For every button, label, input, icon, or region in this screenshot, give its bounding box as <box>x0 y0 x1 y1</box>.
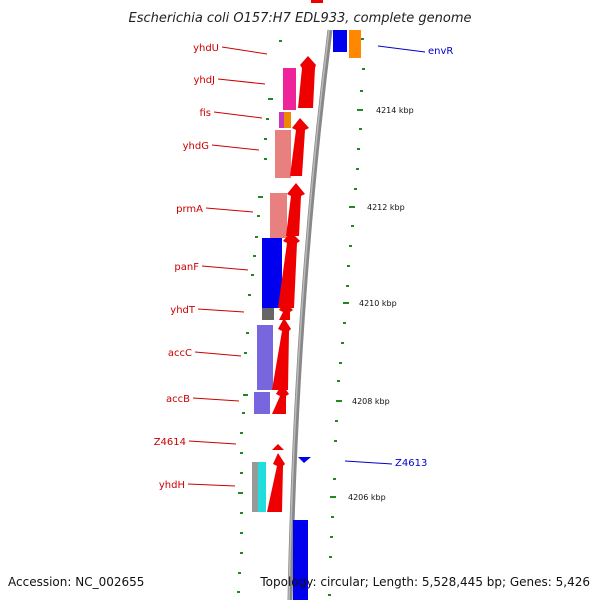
right-leader-lines <box>344 45 426 465</box>
tick-label-4212: 4212 kbp <box>367 203 405 212</box>
genome-summary-text: Topology: circular; Length: 5,528,445 bp… <box>260 575 590 589</box>
left-leader-lines <box>187 46 268 487</box>
tick-label-4214: 4214 kbp <box>376 106 414 115</box>
gene-label-yhdG[interactable]: yhdG <box>183 141 209 152</box>
backbone-highlight <box>288 29 330 600</box>
gene-label-yhdH[interactable]: yhdH <box>159 480 185 491</box>
gene-label-yhdT[interactable]: yhdT <box>170 305 196 316</box>
genome-backbone <box>287 29 333 600</box>
gene-label-accC[interactable]: accC <box>168 348 192 359</box>
gene-label-yhdU[interactable]: yhdU <box>193 43 219 54</box>
feature-blocks <box>252 30 361 600</box>
accession-text: Accession: NC_002655 <box>8 575 145 589</box>
forward-gene-arrows <box>267 0 323 512</box>
tick-label-4210: 4210 kbp <box>359 299 397 308</box>
tick-label-4206: 4206 kbp <box>348 493 386 502</box>
gene-label-panF[interactable]: panF <box>174 262 199 273</box>
left-gene-labels: yhdU yhdJ fis yhdG prmA panF yhdT accC a… <box>154 43 219 491</box>
gene-label-accB[interactable]: accB <box>166 394 190 405</box>
tick-label-4208: 4208 kbp <box>352 397 390 406</box>
gene-label-prmA[interactable]: prmA <box>176 204 203 215</box>
gene-label-envR[interactable]: envR <box>428 46 453 57</box>
z4613-marker <box>298 457 311 463</box>
gene-label-Z4613[interactable]: Z4613 <box>395 458 427 469</box>
left-track-dots <box>237 40 282 593</box>
gene-label-yhdJ[interactable]: yhdJ <box>193 75 215 86</box>
gene-label-fis[interactable]: fis <box>199 108 211 119</box>
map-title: Escherichia coli O157:H7 EDL933, complet… <box>129 11 472 26</box>
gene-label-Z4614[interactable]: Z4614 <box>154 437 186 448</box>
tick-track <box>328 38 365 596</box>
right-gene-labels: envR Z4613 <box>395 46 453 469</box>
z4614-marker <box>272 444 284 450</box>
